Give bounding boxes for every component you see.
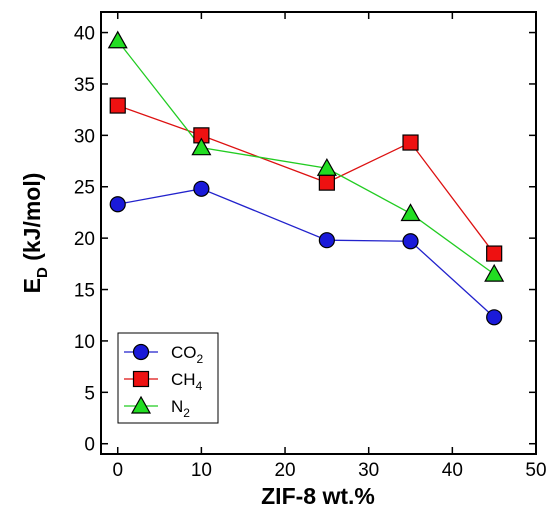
y-tick-label: 40 [74, 24, 95, 45]
y-tick-label: 35 [74, 75, 95, 96]
y-tick-label: 30 [74, 126, 95, 147]
data-point [318, 232, 335, 249]
data-point [486, 309, 503, 326]
plot-frame [100, 11, 537, 455]
legend-marker-0 [132, 343, 150, 361]
legend-label-subscript: 4 [196, 379, 203, 393]
axis-ticks: 0 10 20 30 40 50 0 5 10 15 20 25 30 35 40 [74, 12, 547, 481]
data-point [400, 203, 421, 222]
y-tick-label: 0 [84, 435, 95, 456]
legend-label: CH4 [171, 370, 203, 393]
data-point [484, 263, 505, 282]
y-tick-label: 10 [74, 332, 95, 353]
data-point [109, 97, 126, 114]
y-tick-label: 15 [74, 281, 95, 302]
data-point [402, 233, 419, 250]
legend-label-main: CO [171, 343, 197, 362]
legend-label-subscript: 2 [197, 352, 204, 366]
y-tick-label: 25 [74, 178, 95, 199]
series-markers [107, 30, 505, 326]
data-point [109, 196, 126, 213]
data-point [402, 134, 419, 151]
data-point [318, 174, 335, 191]
x-tick-label: 40 [442, 460, 463, 481]
y-tick-label: 5 [84, 383, 95, 404]
data-point [191, 137, 212, 156]
legend-label: N2 [171, 397, 190, 420]
x-tick-label: 50 [525, 460, 546, 481]
x-tick-label: 0 [112, 460, 123, 481]
y-axis-title-subscript: D [34, 267, 51, 278]
legend-label-main: CH [171, 370, 196, 389]
x-tick-label: 20 [274, 460, 295, 481]
y-axis-title-main: E [19, 278, 45, 293]
legend-label-main: N [171, 397, 183, 416]
legend-label-subscript: 2 [183, 406, 190, 420]
x-tick-label: 10 [191, 460, 212, 481]
data-point [486, 245, 503, 262]
x-axis-title: ZIF-8 wt.% [261, 483, 375, 509]
legend-marker-1 [132, 370, 150, 388]
y-tick-label: 20 [74, 229, 95, 250]
data-point [107, 30, 128, 49]
data-point [316, 158, 337, 176]
legend-marker-2 [130, 395, 152, 414]
y-axis-title-rest: (kJ/mol) [19, 173, 45, 268]
series-line-0 [117, 188, 495, 318]
legend-label: CO2 [171, 343, 204, 366]
y-axis-title: ED (kJ/mol) [19, 173, 51, 294]
data-point [193, 180, 210, 197]
x-tick-label: 30 [358, 460, 379, 481]
series-lines [117, 40, 495, 318]
series-line-2 [117, 40, 495, 275]
